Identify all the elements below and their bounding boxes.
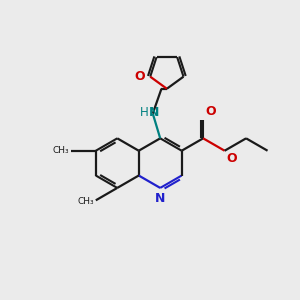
Text: O: O (206, 105, 216, 118)
Text: O: O (226, 152, 237, 165)
Text: O: O (134, 70, 145, 83)
Text: N: N (149, 106, 159, 118)
Text: CH₃: CH₃ (78, 197, 94, 206)
Text: CH₃: CH₃ (53, 146, 70, 155)
Text: H: H (140, 106, 149, 118)
Text: N: N (155, 192, 165, 205)
